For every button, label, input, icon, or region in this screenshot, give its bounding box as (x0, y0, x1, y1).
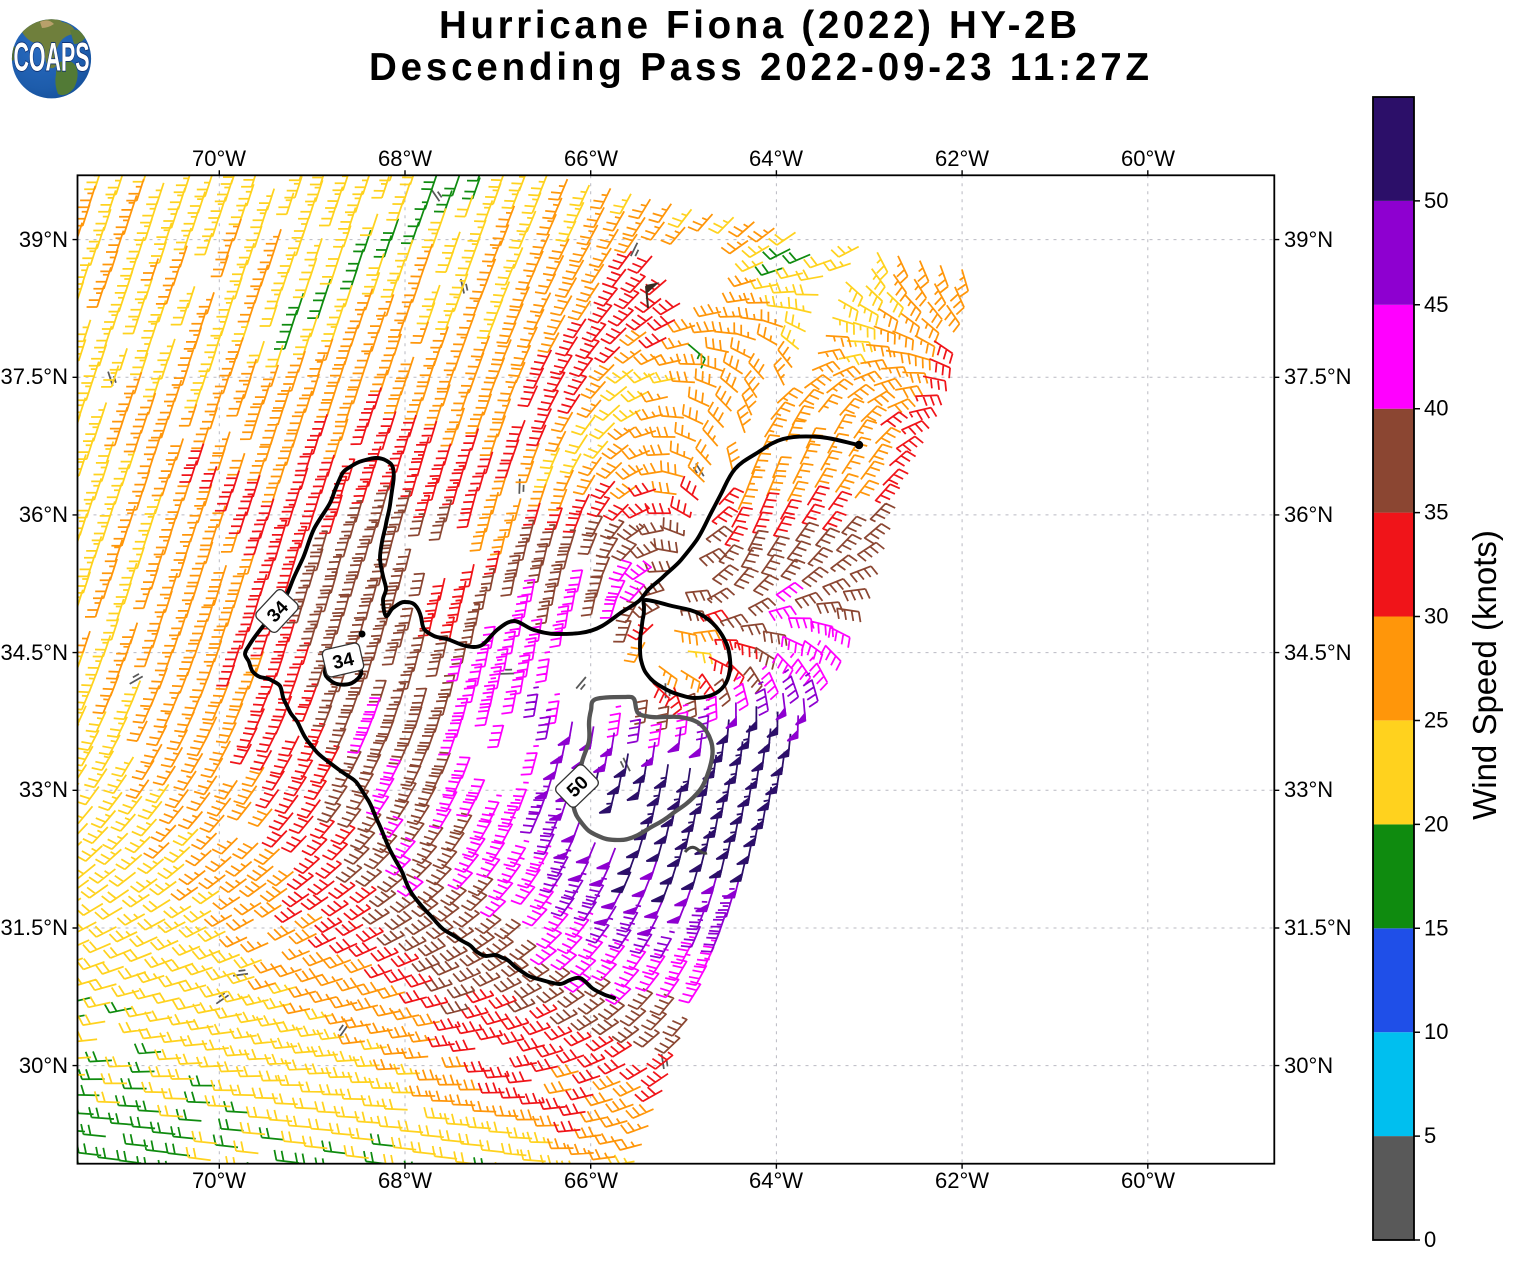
svg-text:68°W: 68°W (378, 1168, 432, 1193)
svg-text:0: 0 (1424, 1227, 1436, 1252)
svg-text:64°W: 64°W (749, 146, 803, 171)
svg-text:68°W: 68°W (378, 146, 432, 171)
svg-text:30°N: 30°N (1284, 1053, 1333, 1078)
svg-text:60°W: 60°W (1121, 1168, 1175, 1193)
svg-text:25: 25 (1424, 708, 1448, 733)
svg-text:30°N: 30°N (19, 1053, 68, 1078)
svg-text:37.5°N: 37.5°N (1284, 364, 1352, 389)
svg-text:40: 40 (1424, 396, 1448, 421)
svg-text:50: 50 (1424, 188, 1448, 213)
svg-text:Wind Speed (knots): Wind Speed (knots) (1466, 530, 1503, 820)
svg-text:39°N: 39°N (19, 227, 68, 252)
svg-text:Hurricane Fiona (2022) HY-2B: Hurricane Fiona (2022) HY-2B (439, 4, 1077, 47)
svg-text:15: 15 (1424, 915, 1448, 940)
svg-text:10: 10 (1424, 1019, 1448, 1044)
svg-text:5: 5 (1424, 1123, 1436, 1148)
svg-text:35: 35 (1424, 500, 1448, 525)
svg-text:20: 20 (1424, 811, 1448, 836)
svg-text:34.5°N: 34.5°N (0, 640, 68, 665)
svg-text:60°W: 60°W (1121, 146, 1175, 171)
svg-text:36°N: 36°N (19, 502, 68, 527)
svg-text:30: 30 (1424, 604, 1448, 629)
svg-text:34: 34 (331, 649, 357, 674)
svg-text:31.5°N: 31.5°N (0, 915, 68, 940)
svg-text:66°W: 66°W (564, 146, 618, 171)
svg-text:62°W: 62°W (935, 1168, 989, 1193)
svg-text:31.5°N: 31.5°N (1284, 915, 1352, 940)
svg-text:37.5°N: 37.5°N (0, 364, 68, 389)
svg-text:34.5°N: 34.5°N (1284, 640, 1352, 665)
svg-text:COAPS: COAPS (14, 36, 90, 80)
svg-text:66°W: 66°W (564, 1168, 618, 1193)
svg-text:36°N: 36°N (1284, 502, 1333, 527)
svg-text:70°W: 70°W (192, 1168, 246, 1193)
svg-text:62°W: 62°W (935, 146, 989, 171)
svg-text:45: 45 (1424, 292, 1448, 317)
svg-text:70°W: 70°W (192, 146, 246, 171)
svg-text:33°N: 33°N (1284, 777, 1333, 802)
svg-text:39°N: 39°N (1284, 227, 1333, 252)
svg-text:33°N: 33°N (19, 777, 68, 802)
svg-text:64°W: 64°W (749, 1168, 803, 1193)
